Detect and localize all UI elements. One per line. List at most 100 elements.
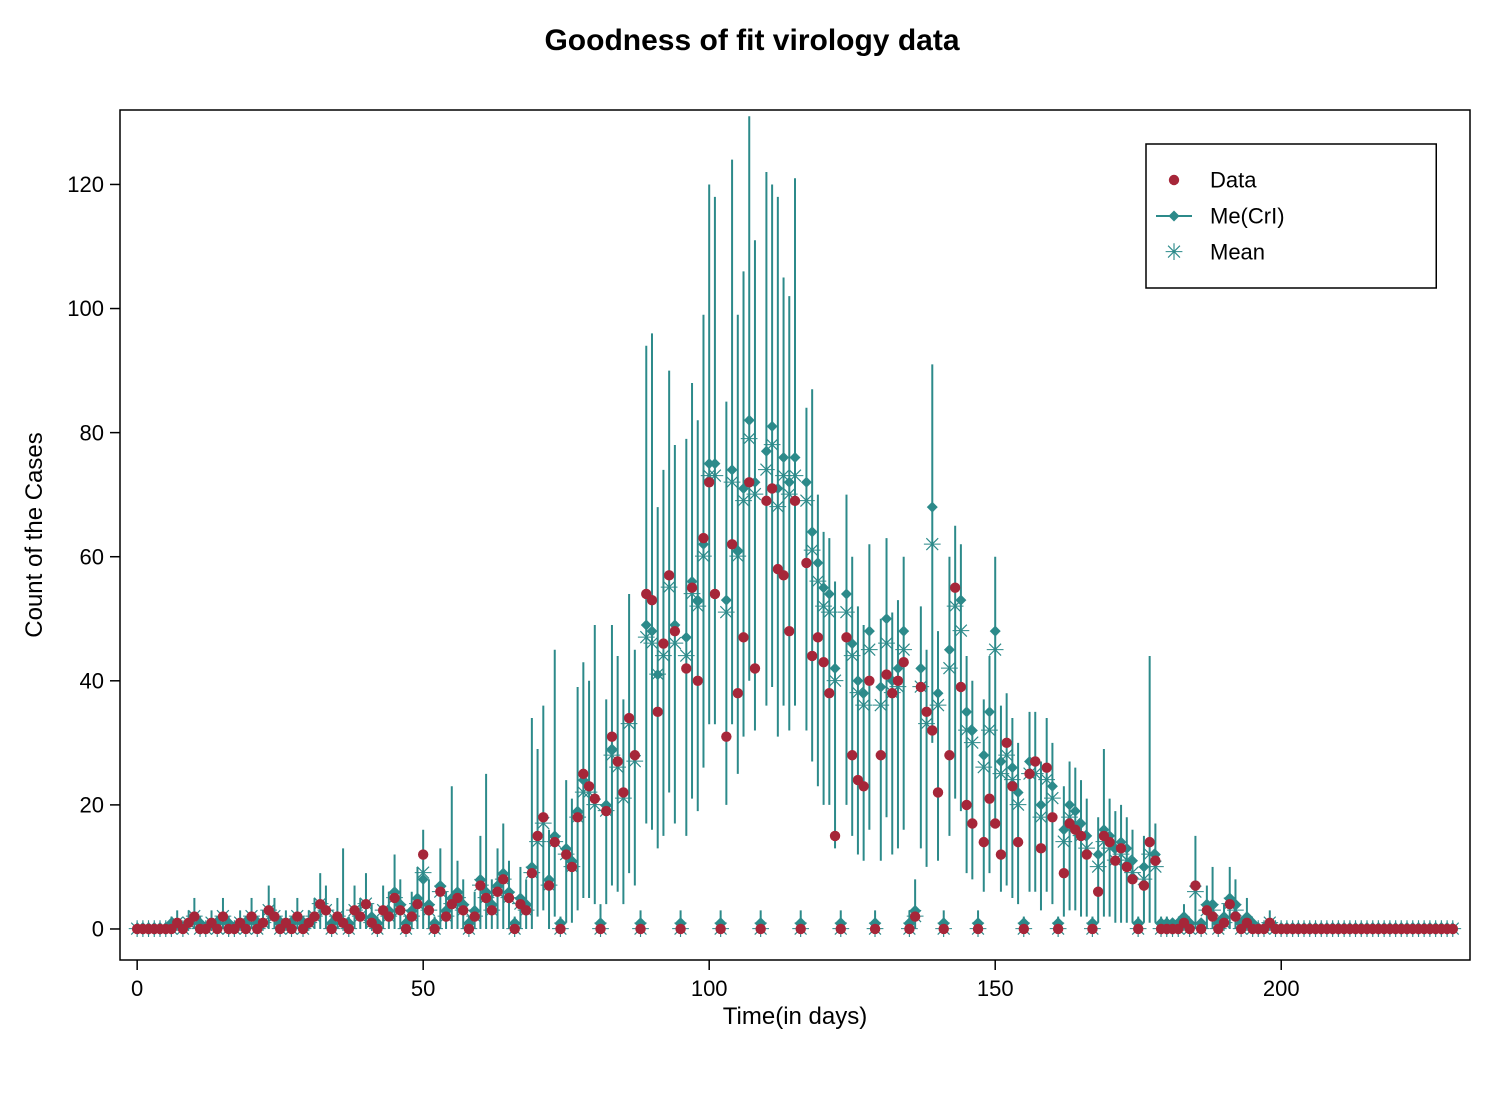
data-point	[1001, 738, 1011, 748]
data-point	[784, 626, 794, 636]
data-point	[841, 632, 851, 642]
mean-point: ✳	[951, 618, 970, 644]
x-tick-label: 150	[977, 976, 1014, 1001]
data-point	[916, 682, 926, 692]
mean-point: ✳	[986, 637, 1005, 663]
data-point	[1087, 924, 1097, 934]
data-point	[967, 818, 977, 828]
me-point	[944, 644, 955, 655]
data-point	[1116, 843, 1126, 853]
chart-title: Goodness of fit virology data	[0, 24, 1504, 58]
data-point	[1053, 924, 1063, 934]
data-point	[973, 924, 983, 934]
me-point	[881, 613, 892, 624]
data-point	[927, 725, 937, 735]
me-point	[961, 706, 972, 717]
data-point	[1185, 924, 1195, 934]
data-point	[1059, 868, 1069, 878]
mean-point: ✳	[762, 432, 781, 458]
data-point	[790, 496, 800, 506]
data-point	[818, 657, 828, 667]
data-point	[326, 924, 336, 934]
data-point	[956, 682, 966, 692]
data-point	[1133, 924, 1143, 934]
data-point	[801, 558, 811, 568]
data-point	[647, 595, 657, 605]
mean-point: ✳	[923, 531, 942, 557]
data-point	[618, 787, 628, 797]
data-point	[1076, 831, 1086, 841]
me-point	[927, 502, 938, 513]
data-point	[624, 713, 634, 723]
data-point	[990, 818, 1000, 828]
data-point	[607, 731, 617, 741]
mean-point: ✳	[837, 600, 856, 626]
data-point	[544, 880, 554, 890]
data-point	[429, 924, 439, 934]
data-point	[738, 632, 748, 642]
data-point	[1110, 856, 1120, 866]
data-point	[733, 688, 743, 698]
data-point	[744, 477, 754, 487]
data-point	[721, 731, 731, 741]
data-point	[904, 924, 914, 934]
legend-label: Me(CrI)	[1210, 204, 1285, 229]
data-point	[412, 899, 422, 909]
data-point	[1127, 874, 1137, 884]
data-point	[944, 750, 954, 760]
data-point	[355, 911, 365, 921]
data-point	[492, 887, 502, 897]
y-axis-label: Count of the Cases	[21, 432, 48, 637]
data-point	[767, 483, 777, 493]
chart-container: Goodness of fit virology data 0501001502…	[0, 0, 1504, 1114]
data-point	[527, 868, 537, 878]
data-point	[939, 924, 949, 934]
mean-point: ✳	[980, 717, 999, 743]
x-tick-label: 50	[411, 976, 435, 1001]
y-tick-label: 80	[80, 420, 104, 445]
mean-point: ✳	[945, 593, 964, 619]
y-tick-label: 60	[80, 544, 104, 569]
data-point	[813, 632, 823, 642]
data-point	[401, 924, 411, 934]
x-tick-label: 200	[1263, 976, 1300, 1001]
data-point	[1196, 924, 1206, 934]
data-point	[189, 911, 199, 921]
data-point	[595, 924, 605, 934]
data-point	[1225, 899, 1235, 909]
data-point	[796, 924, 806, 934]
data-point	[212, 924, 222, 934]
mean-point: ✳	[717, 600, 736, 626]
data-point	[561, 849, 571, 859]
data-point	[344, 924, 354, 934]
me-point	[807, 526, 818, 537]
legend-label: Mean	[1210, 240, 1265, 265]
y-tick-label: 20	[80, 793, 104, 818]
data-point	[1139, 880, 1149, 890]
data-point	[961, 800, 971, 810]
data-point	[475, 880, 485, 890]
me-point	[898, 626, 909, 637]
data-point	[847, 750, 857, 760]
mean-point: ✳	[1164, 239, 1183, 265]
mean-point: ✳	[694, 544, 713, 570]
data-point	[778, 570, 788, 580]
data-point	[498, 874, 508, 884]
data-point	[933, 787, 943, 797]
data-point	[612, 756, 622, 766]
y-tick-label: 40	[80, 669, 104, 694]
data-point	[755, 924, 765, 934]
data-point	[407, 911, 417, 921]
data-point	[452, 893, 462, 903]
x-axis-label: Time(in days)	[723, 1003, 867, 1030]
data-point	[1019, 924, 1029, 934]
data-point	[1448, 924, 1458, 934]
data-point	[258, 918, 268, 928]
data-point	[761, 496, 771, 506]
me-point	[864, 626, 875, 637]
data-point	[389, 893, 399, 903]
data-point	[979, 837, 989, 847]
data-point	[1082, 849, 1092, 859]
data-point	[532, 831, 542, 841]
data-point	[578, 769, 588, 779]
